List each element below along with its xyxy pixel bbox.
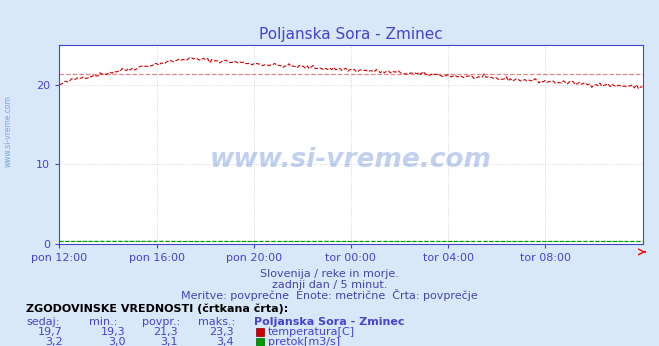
Text: 3,1: 3,1: [160, 337, 178, 346]
Text: www.si-vreme.com: www.si-vreme.com: [210, 147, 492, 173]
Text: pretok[m3/s]: pretok[m3/s]: [268, 337, 339, 346]
Text: 3,2: 3,2: [45, 337, 63, 346]
Text: Slovenija / reke in morje.: Slovenija / reke in morje.: [260, 269, 399, 279]
Text: Meritve: povprečne  Enote: metrične  Črta: povprečje: Meritve: povprečne Enote: metrične Črta:…: [181, 289, 478, 301]
Text: ZGODOVINSKE VREDNOSTI (črtkana črta):: ZGODOVINSKE VREDNOSTI (črtkana črta):: [26, 303, 289, 314]
Text: 19,3: 19,3: [101, 327, 125, 337]
Text: 21,3: 21,3: [154, 327, 178, 337]
Text: min.:: min.:: [89, 317, 117, 327]
Text: 19,7: 19,7: [38, 327, 63, 337]
Text: 3,0: 3,0: [107, 337, 125, 346]
Text: 3,4: 3,4: [216, 337, 234, 346]
Text: www.si-vreme.com: www.si-vreme.com: [4, 95, 13, 167]
Title: Poljanska Sora - Zminec: Poljanska Sora - Zminec: [259, 27, 443, 43]
Text: zadnji dan / 5 minut.: zadnji dan / 5 minut.: [272, 280, 387, 290]
Text: temperatura[C]: temperatura[C]: [268, 327, 355, 337]
Text: sedaj:: sedaj:: [26, 317, 60, 327]
Text: povpr.:: povpr.:: [142, 317, 180, 327]
Text: Poljanska Sora - Zminec: Poljanska Sora - Zminec: [254, 317, 404, 327]
Text: maks.:: maks.:: [198, 317, 235, 327]
Text: 23,3: 23,3: [210, 327, 234, 337]
